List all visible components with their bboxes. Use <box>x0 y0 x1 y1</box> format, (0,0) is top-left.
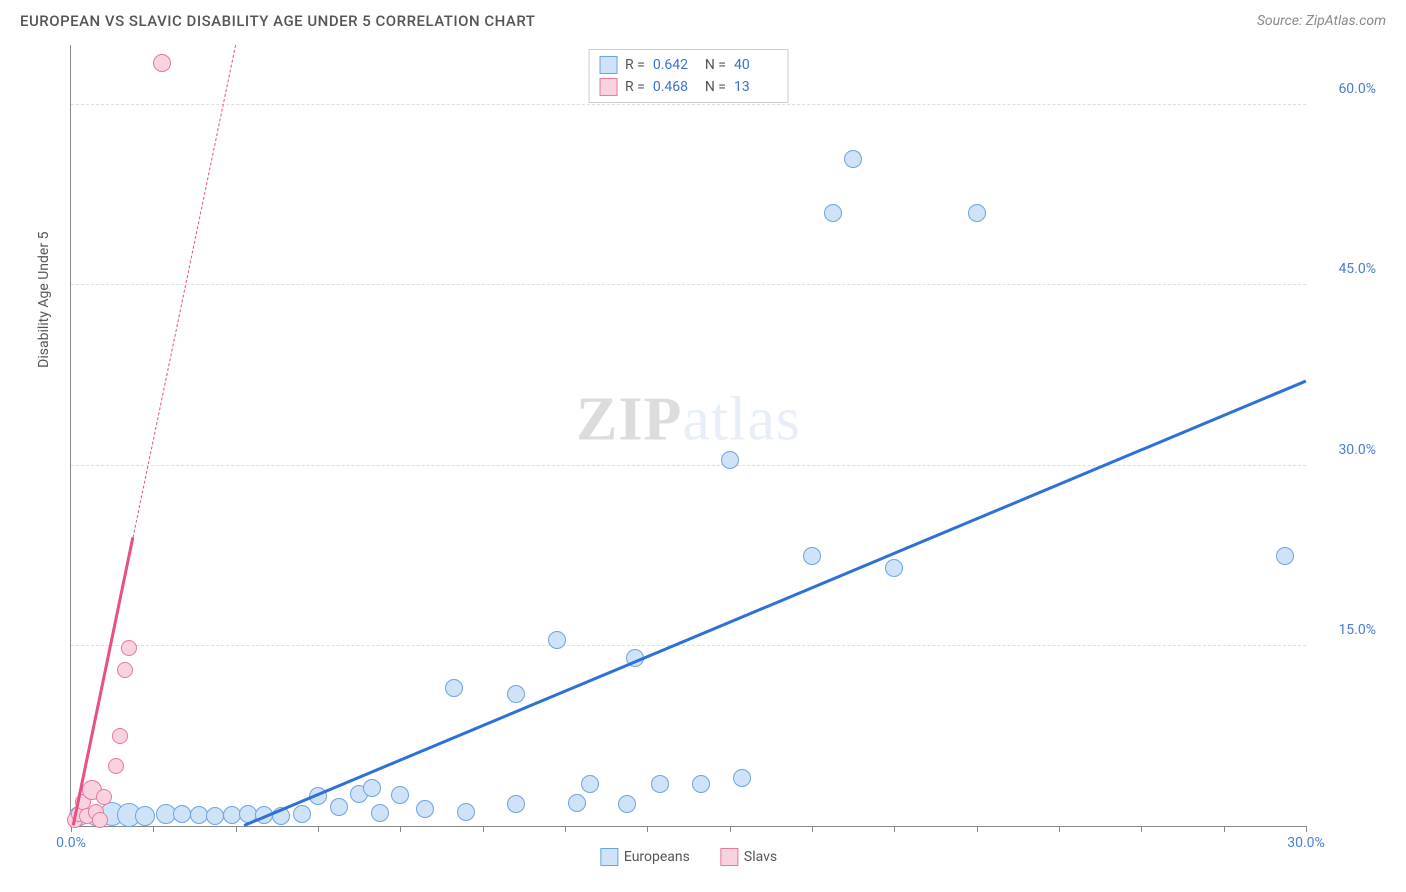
x-tick <box>730 826 731 832</box>
data-point-european <box>445 679 463 697</box>
data-point-european <box>293 805 311 823</box>
data-point-european <box>457 803 475 821</box>
data-point-european <box>363 779 381 797</box>
stats-row-slavs: R = 0.468 N = 13 <box>599 76 778 98</box>
y-tick-label: 60.0% <box>1316 81 1376 97</box>
chart-title: EUROPEAN VS SLAVIC DISABILITY AGE UNDER … <box>20 12 535 30</box>
data-point-european <box>416 800 434 818</box>
data-point-european <box>1276 547 1294 565</box>
legend-item-slavs: Slavs <box>720 848 777 866</box>
chart-area: Disability Age Under 5 ZIPatlas R = 0.64… <box>20 45 1386 872</box>
x-tick <box>400 826 401 832</box>
data-point-european <box>135 806 155 826</box>
data-point-european <box>548 631 566 649</box>
trend-line <box>243 379 1306 826</box>
data-point-slav <box>153 54 171 72</box>
gridline <box>71 465 1306 466</box>
gridline <box>71 104 1306 105</box>
y-tick-label: 15.0% <box>1316 622 1376 638</box>
trend-line <box>72 536 134 825</box>
data-point-european <box>651 775 669 793</box>
x-tick <box>647 826 648 832</box>
x-tick <box>483 826 484 832</box>
data-point-slav <box>117 662 133 678</box>
data-point-european <box>330 798 348 816</box>
data-point-european <box>190 806 208 824</box>
data-point-european <box>206 807 224 825</box>
data-point-european <box>581 775 599 793</box>
y-tick-label: 30.0% <box>1316 442 1376 458</box>
legend-bottom: Europeans Slavs <box>600 848 777 866</box>
swatch-slavs-icon <box>720 848 738 866</box>
x-tick <box>812 826 813 832</box>
x-tick <box>977 826 978 832</box>
x-tick <box>318 826 319 832</box>
data-point-european <box>371 804 389 822</box>
data-point-european <box>223 806 241 824</box>
x-tick <box>565 826 566 832</box>
x-tick <box>1141 826 1142 832</box>
data-point-european <box>391 786 409 804</box>
y-tick-label: 45.0% <box>1316 261 1376 277</box>
stats-legend-box: R = 0.642 N = 40 R = 0.468 N = 13 <box>588 49 789 103</box>
x-tick <box>236 826 237 832</box>
data-point-european <box>968 204 986 222</box>
data-point-european <box>844 150 862 168</box>
x-tick <box>1224 826 1225 832</box>
data-point-european <box>885 559 903 577</box>
data-point-european <box>824 204 842 222</box>
data-point-european <box>692 775 710 793</box>
stats-row-europeans: R = 0.642 N = 40 <box>599 54 778 76</box>
swatch-europeans <box>599 56 617 74</box>
x-tick <box>894 826 895 832</box>
trend-line <box>132 44 236 537</box>
data-point-european <box>618 795 636 813</box>
data-point-slav <box>121 640 137 656</box>
legend-item-europeans: Europeans <box>600 848 690 866</box>
x-tick-label: 0.0% <box>56 835 86 851</box>
data-point-european <box>803 547 821 565</box>
data-point-european <box>733 769 751 787</box>
data-point-european <box>507 685 525 703</box>
watermark: ZIPatlas <box>576 384 801 455</box>
data-point-slav <box>96 789 112 805</box>
data-point-european <box>507 795 525 813</box>
source-credit: Source: ZipAtlas.com <box>1257 13 1386 29</box>
data-point-slav <box>112 728 128 744</box>
data-point-slav <box>108 758 124 774</box>
swatch-slavs <box>599 78 617 96</box>
gridline <box>71 284 1306 285</box>
data-point-european <box>173 805 191 823</box>
data-point-european <box>721 451 739 469</box>
data-point-european <box>568 794 586 812</box>
data-point-slav <box>92 812 108 828</box>
x-tick-label: 30.0% <box>1287 835 1325 851</box>
plot-region: Disability Age Under 5 ZIPatlas R = 0.64… <box>70 45 1306 827</box>
y-axis-label: Disability Age Under 5 <box>36 231 52 367</box>
x-tick <box>153 826 154 832</box>
x-tick <box>1059 826 1060 832</box>
x-tick <box>1306 826 1307 832</box>
swatch-europeans-icon <box>600 848 618 866</box>
gridline <box>71 645 1306 646</box>
